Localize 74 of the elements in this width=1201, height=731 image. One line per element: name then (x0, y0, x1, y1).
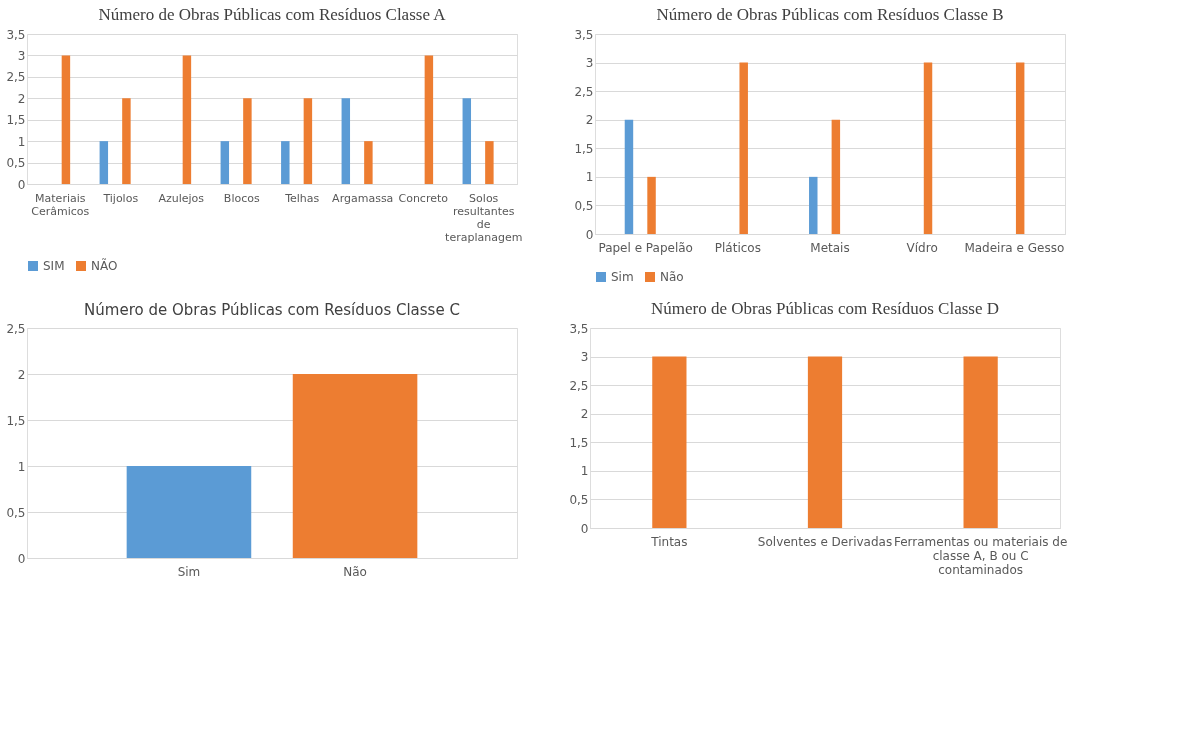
y-tick-label: 1,5 (569, 435, 589, 450)
x-tick-label: Não (343, 564, 367, 579)
y-tick-label: 2,5 (574, 84, 594, 99)
x-tick-label: Blocos (223, 191, 260, 205)
x-tick-label: Tintas (650, 534, 688, 549)
legend-label: Sim (611, 270, 634, 284)
bar (739, 62, 748, 234)
y-tick-label: 2 (17, 367, 26, 382)
y-tick-label: 2,5 (6, 70, 26, 85)
x-tick-label: Telhas (284, 191, 320, 205)
y-tick-label: 3 (580, 350, 589, 365)
x-tick-label: Argamassa (332, 191, 394, 205)
chart-title: Número de Obras Públicas com Resíduos Classe D (651, 299, 999, 318)
bar (303, 98, 313, 184)
y-tick-label: 3 (17, 48, 26, 63)
y-tick-label: 2,5 (6, 321, 26, 336)
y-tick-label: 1,5 (6, 413, 26, 428)
legend-label: SIM (43, 259, 65, 273)
bar (647, 176, 656, 234)
x-tick-label: Sim (177, 564, 201, 579)
y-tick-label: 2 (585, 113, 594, 128)
y-tick-label: 3,5 (569, 321, 589, 336)
legend-label: Não (660, 270, 684, 284)
bar (99, 141, 109, 184)
x-tick-label: Azulejos (158, 191, 205, 205)
y-tick-label: 1,5 (6, 113, 26, 128)
y-tick-label: 1 (585, 170, 594, 185)
bar (831, 119, 841, 234)
chart-title: Número de Obras Públicas com Resíduos Classe B (656, 5, 1004, 24)
x-tick-label: Ferramentas ou materiais de classe A, B ou C contaminados (893, 534, 1068, 577)
x-tick-label: Solventes e Derivadas (757, 534, 893, 549)
y-tick-label: 1 (580, 464, 589, 479)
y-tick-label: 2 (580, 407, 589, 422)
x-tick-label: Materiais Cerâmicos (31, 191, 90, 218)
bar (462, 98, 472, 184)
x-tick-label: Vídro (906, 240, 938, 255)
bar (61, 55, 71, 184)
y-tick-label: 2,5 (569, 378, 589, 393)
bar (809, 176, 818, 234)
x-tick-label: Madeira e Gesso (964, 240, 1065, 255)
bar (364, 141, 373, 184)
y-tick-label: 0 (17, 177, 26, 192)
y-tick-label: 3,5 (6, 27, 26, 42)
bar (424, 55, 434, 184)
bar (243, 98, 252, 184)
x-tick-label: Tijolos (102, 191, 139, 205)
y-tick-label: 2 (17, 91, 26, 106)
x-tick-label: Papel e Papelão (598, 240, 693, 255)
y-tick-label: 3,5 (574, 27, 594, 42)
y-tick-label: 1 (17, 459, 26, 474)
chart-title: Número de Obras Públicas com Resíduos Classe A (98, 5, 447, 24)
x-tick-label: Pláticos (714, 240, 761, 255)
legend-label: NÃO (91, 258, 118, 273)
bar (220, 141, 230, 184)
y-tick-label: 3 (585, 56, 594, 71)
chart-title: Número de Obras Públicas com Resíduos Classe C (84, 301, 460, 319)
y-tick-label: 0,5 (6, 156, 26, 171)
bar (1015, 62, 1025, 234)
bar (281, 141, 290, 184)
y-tick-label: 0 (17, 551, 26, 566)
y-tick-label: 0,5 (6, 505, 26, 520)
x-tick-label: Metais (810, 240, 850, 255)
y-tick-label: 0,5 (574, 198, 594, 213)
y-tick-label: 0 (580, 521, 589, 536)
bar (341, 98, 351, 184)
y-tick-label: 0,5 (569, 492, 589, 507)
y-tick-label: 0 (585, 227, 594, 242)
bar (923, 62, 933, 234)
bar (624, 119, 634, 234)
bar (485, 141, 494, 184)
bar (182, 55, 192, 184)
bar (122, 98, 131, 184)
y-tick-label: 1 (17, 134, 26, 149)
y-tick-label: 1,5 (574, 141, 594, 156)
